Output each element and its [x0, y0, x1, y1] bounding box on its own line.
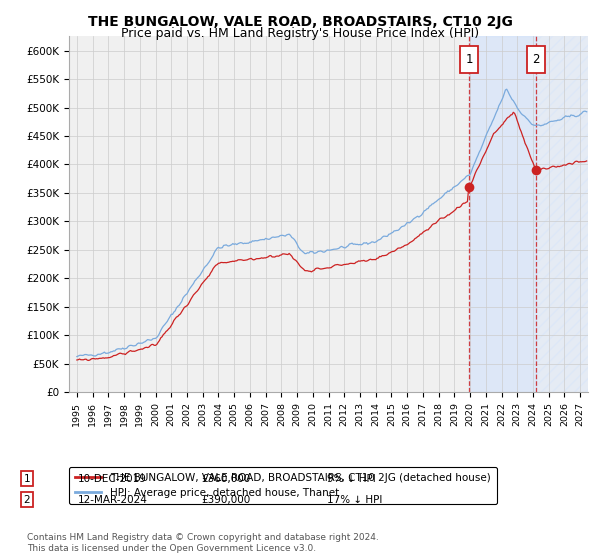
Text: 9% ↓ HPI: 9% ↓ HPI [327, 474, 376, 484]
Bar [536, 36, 588, 392]
Text: THE BUNGALOW, VALE ROAD, BROADSTAIRS, CT10 2JG: THE BUNGALOW, VALE ROAD, BROADSTAIRS, CT… [88, 15, 512, 29]
Text: 17% ↓ HPI: 17% ↓ HPI [327, 494, 382, 505]
Text: £390,000: £390,000 [201, 494, 250, 505]
Text: 2: 2 [23, 494, 31, 505]
Text: Contains HM Land Registry data © Crown copyright and database right 2024.
This d: Contains HM Land Registry data © Crown c… [27, 533, 379, 553]
Text: £360,000: £360,000 [201, 474, 250, 484]
Text: 12-MAR-2024: 12-MAR-2024 [78, 494, 148, 505]
Text: Price paid vs. HM Land Registry's House Price Index (HPI): Price paid vs. HM Land Registry's House … [121, 27, 479, 40]
Text: 1: 1 [23, 474, 31, 484]
FancyBboxPatch shape [460, 46, 478, 73]
FancyBboxPatch shape [527, 46, 545, 73]
Text: 1: 1 [466, 53, 473, 66]
Bar [469, 36, 536, 392]
Text: 10-DEC-2019: 10-DEC-2019 [78, 474, 147, 484]
Legend: THE BUNGALOW, VALE ROAD, BROADSTAIRS, CT10 2JG (detached house), HPI: Average pr: THE BUNGALOW, VALE ROAD, BROADSTAIRS, CT… [69, 466, 497, 504]
Text: 2: 2 [532, 53, 539, 66]
